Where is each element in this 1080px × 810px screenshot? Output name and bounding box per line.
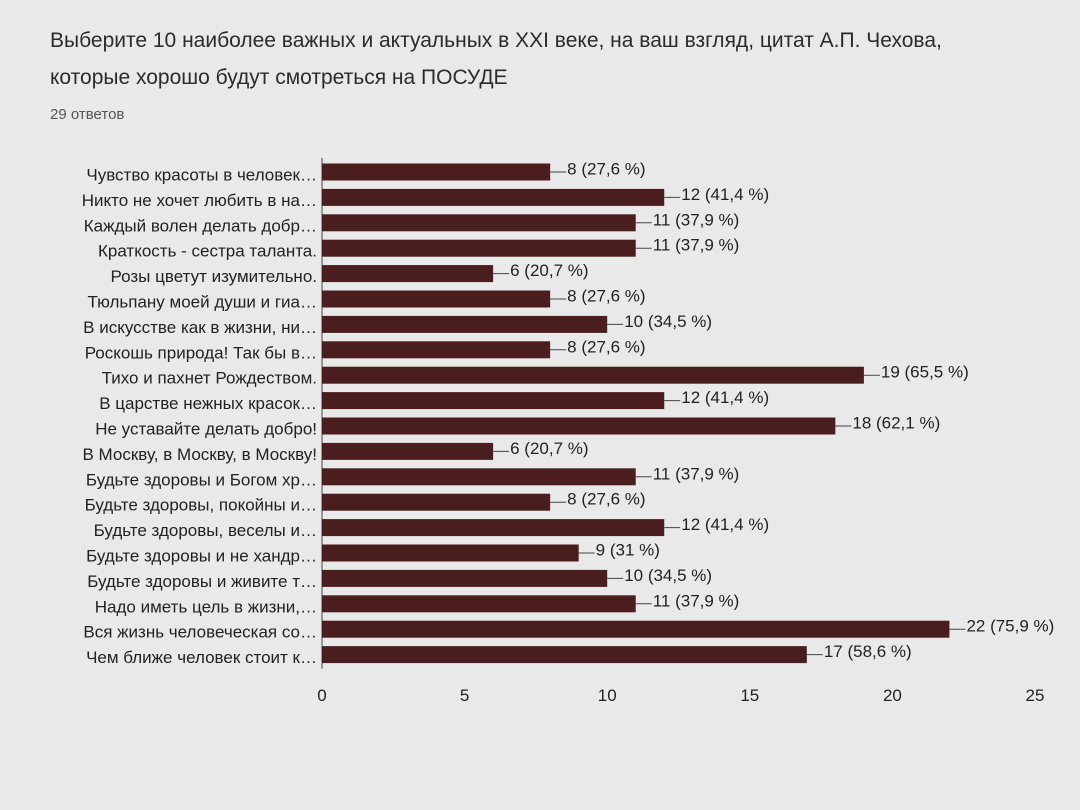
x-tick-label: 5 xyxy=(460,686,469,705)
value-label: 11 (37,9 %) xyxy=(653,210,740,229)
y-tick-label: В искусстве как в жизни, ни… xyxy=(83,318,317,337)
y-tick-label: Будьте здоровы и живите т… xyxy=(87,572,317,591)
value-label: 19 (65,5 %) xyxy=(881,363,969,382)
value-label: 8 (27,6 %) xyxy=(567,337,645,356)
bar xyxy=(322,519,665,537)
x-tick-label: 10 xyxy=(598,686,617,705)
value-label: 18 (62,1 %) xyxy=(852,413,940,432)
y-tick-label: Тюльпану моей души и гиа… xyxy=(87,292,317,311)
bar xyxy=(322,188,665,206)
y-tick-label: Будьте здоровы и Богом хр… xyxy=(86,470,317,489)
bar xyxy=(322,544,579,562)
value-label: 8 (27,6 %) xyxy=(567,286,645,305)
value-label: 8 (27,6 %) xyxy=(567,159,645,178)
value-label: 11 (37,9 %) xyxy=(653,464,740,483)
bar xyxy=(322,163,551,181)
bar xyxy=(322,468,636,486)
value-label: 10 (34,5 %) xyxy=(624,566,712,585)
bar xyxy=(322,620,950,638)
value-label: 17 (58,6 %) xyxy=(824,642,912,661)
value-label: 22 (75,9 %) xyxy=(966,617,1054,636)
value-label: 12 (41,4 %) xyxy=(681,515,769,534)
bar xyxy=(322,442,494,460)
y-tick-label: Будьте здоровы, покойны и… xyxy=(85,496,317,515)
x-tick-label: 0 xyxy=(317,686,326,705)
bar xyxy=(322,239,636,257)
bar xyxy=(322,646,807,664)
bar xyxy=(322,569,608,587)
y-tick-label: Надо иметь цель в жизни,… xyxy=(95,597,317,616)
bar xyxy=(322,595,636,613)
chart-title: Выберите 10 наиболее важных и актуальных… xyxy=(50,29,942,89)
bar xyxy=(322,315,608,333)
bar xyxy=(322,392,665,410)
y-tick-label: Тихо и пахнет Рождеством. xyxy=(102,369,317,388)
bar xyxy=(322,341,551,359)
y-tick-label: Роскошь природа! Так бы в… xyxy=(85,343,317,362)
y-tick-label: Каждый волен делать добр… xyxy=(84,216,317,235)
bar xyxy=(322,366,864,384)
bar xyxy=(322,265,494,283)
value-label: 12 (41,4 %) xyxy=(681,185,769,204)
value-label: 6 (20,7 %) xyxy=(510,439,588,458)
value-label: 9 (31 %) xyxy=(596,540,660,559)
y-tick-label: Чем ближе человек стоит к… xyxy=(86,648,317,667)
y-tick-label: В Москву, в Москву, в Москву! xyxy=(83,445,318,464)
bar xyxy=(322,417,836,435)
value-label: 11 (37,9 %) xyxy=(653,236,740,255)
value-label: 12 (41,4 %) xyxy=(681,388,769,407)
x-tick-label: 15 xyxy=(740,686,759,705)
y-tick-label: Будьте здоровы и не хандр… xyxy=(86,546,317,565)
x-tick-label: 25 xyxy=(1026,686,1045,705)
y-tick-label: Чувство красоты в человек… xyxy=(86,165,317,184)
value-label: 10 (34,5 %) xyxy=(624,312,712,331)
y-tick-label: Краткость - сестра таланта. xyxy=(98,242,317,261)
y-tick-label: Вся жизнь человеческая со… xyxy=(83,623,317,642)
response-count: 29 ответов xyxy=(50,106,125,123)
bar xyxy=(322,493,551,511)
bar xyxy=(322,290,551,308)
value-label: 6 (20,7 %) xyxy=(510,261,588,280)
y-tick-label: Розы цветут изумительно. xyxy=(111,267,317,286)
y-tick-label: В царстве нежных красок… xyxy=(99,394,317,413)
y-tick-label: Будьте здоровы, веселы и… xyxy=(94,521,317,540)
y-tick-label: Не уставайте делать добро! xyxy=(95,419,317,438)
y-tick-label: Никто не хочет любить в на… xyxy=(82,191,317,210)
bar xyxy=(322,214,636,232)
value-label: 8 (27,6 %) xyxy=(567,490,645,509)
value-label: 11 (37,9 %) xyxy=(653,591,740,610)
x-tick-label: 20 xyxy=(883,686,902,705)
